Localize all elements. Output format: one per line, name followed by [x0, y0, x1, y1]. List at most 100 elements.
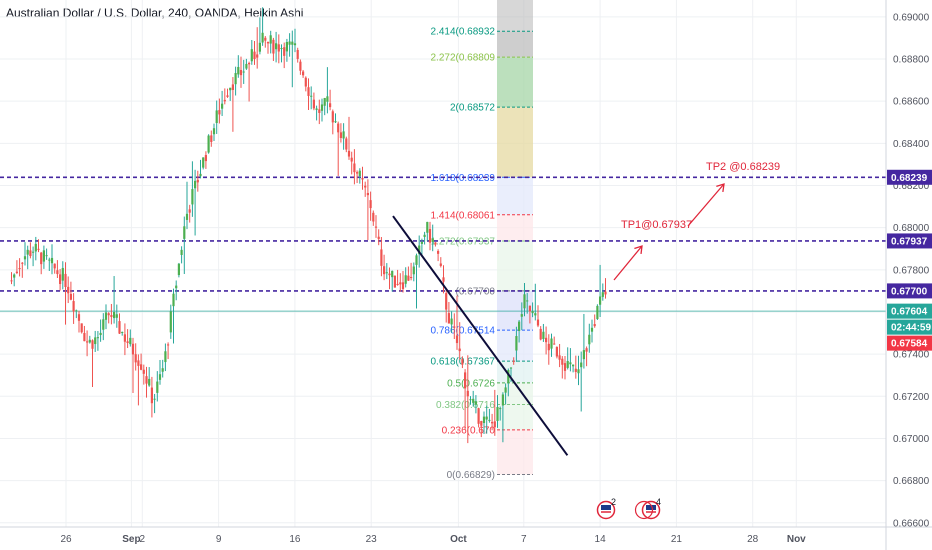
candle-body — [391, 270, 394, 278]
candle-body — [326, 96, 329, 102]
candle-body — [69, 293, 72, 300]
candle-body — [134, 354, 137, 363]
price-tag-text: 0.68239 — [891, 173, 928, 184]
y-tick-label: 0.68000 — [893, 223, 930, 234]
event-flag-icon[interactable]: 4 — [634, 497, 662, 520]
candle-body — [113, 311, 116, 319]
candle-body — [396, 283, 399, 285]
candle-body — [283, 47, 286, 56]
candle-body — [320, 104, 324, 111]
tp2-annotation[interactable]: TP2 @0.68239 — [706, 161, 780, 173]
candle-body — [364, 185, 367, 188]
candle-body — [501, 394, 504, 406]
candle-body — [64, 273, 67, 287]
candle-body — [185, 213, 189, 220]
x-tick-label: Nov — [787, 534, 806, 545]
trendline[interactable] — [392, 215, 569, 456]
target-arrow[interactable] — [613, 245, 643, 281]
price-tag-level: 0.68239 — [887, 169, 932, 185]
candle-body — [512, 360, 515, 362]
candle-body — [580, 362, 583, 368]
candle-body — [545, 337, 548, 343]
candle-body — [275, 43, 278, 50]
candle-body — [555, 347, 558, 357]
candle-body — [123, 334, 126, 342]
candle-body — [531, 311, 534, 314]
candle-body — [67, 286, 70, 294]
candle-body — [307, 87, 310, 96]
candle-body — [18, 268, 21, 270]
price-tag-level: 0.67937 — [887, 233, 932, 249]
flag-canton-icon — [646, 505, 656, 510]
candle-body — [231, 84, 234, 90]
candle-body — [380, 249, 383, 266]
candle-body — [234, 72, 237, 85]
x-tick-label: Oct — [450, 534, 467, 545]
candle-body — [509, 367, 513, 369]
candle-body — [148, 378, 151, 386]
candle-body — [302, 71, 305, 76]
candle-body — [542, 331, 545, 339]
price-tag-text: 02:44:59 — [891, 323, 931, 334]
candle-body — [566, 360, 569, 368]
event-count: 4 — [656, 497, 661, 507]
candle-body — [442, 277, 445, 282]
candle-body — [264, 37, 267, 41]
flag-canton-icon — [601, 505, 611, 510]
target-arrow-head — [634, 245, 643, 255]
event-flag-icon[interactable]: 2 — [596, 497, 617, 520]
candle-body — [458, 348, 461, 352]
candle-body — [520, 314, 523, 317]
candle-body — [180, 249, 183, 255]
y-tick-label: 0.66800 — [893, 476, 930, 487]
candle-body — [10, 280, 13, 282]
x-tick-label: 14 — [595, 534, 607, 545]
fib-zone — [497, 57, 533, 108]
candle-body — [110, 315, 113, 317]
candle-body — [410, 277, 413, 279]
candle-body — [140, 364, 143, 370]
x-tick-label: 2 — [140, 534, 146, 545]
candle-body — [104, 312, 108, 320]
candle-body — [588, 334, 591, 345]
candle-body — [288, 41, 291, 45]
candle-body — [61, 267, 64, 281]
trendline[interactable] — [392, 215, 569, 456]
fibonacci-extension[interactable]: 0(0.66829) 0.236(0.670 0.382(0.6716 0.5(0.6… — [430, 0, 533, 481]
fib-level-label: 0(0.66829) — [447, 470, 495, 481]
y-tick-label: 0.67400 — [893, 350, 930, 361]
candle-body — [258, 42, 261, 52]
fib-level-label: 1.618(0.68239 — [430, 173, 495, 184]
flag-stack-icon — [634, 500, 654, 520]
annotations[interactable]: TP2 @0.68239 TP1@0.67937 — [613, 161, 780, 281]
candle-body — [310, 95, 313, 97]
y-tick-label: 0.66600 — [893, 518, 930, 529]
target-arrow[interactable] — [687, 183, 725, 227]
candle-body — [596, 305, 599, 320]
candle-body — [204, 155, 207, 162]
tp1-annotation[interactable]: TP1@0.67937 — [621, 219, 692, 231]
candle-body — [207, 135, 210, 153]
fib-zone — [497, 0, 533, 32]
candle-body — [453, 326, 456, 328]
candle-body — [496, 406, 499, 421]
x-tick-label: 23 — [366, 534, 378, 545]
candle-body — [550, 338, 553, 349]
candle-body — [158, 374, 162, 380]
candle-body — [563, 363, 567, 371]
candle-body — [218, 110, 221, 115]
x-tick-label: 26 — [60, 534, 72, 545]
candle-body — [196, 179, 199, 183]
candle-body — [401, 282, 405, 289]
candle-body — [599, 296, 602, 305]
candle-body — [80, 323, 83, 333]
fib-level-label: 2.414(0.68932 — [430, 27, 495, 38]
candle-body — [582, 350, 585, 360]
candle-body — [199, 173, 202, 177]
candle-body — [137, 360, 140, 366]
candle-body — [250, 49, 253, 62]
x-tick-label: 16 — [289, 534, 301, 545]
candle-body — [177, 263, 180, 276]
